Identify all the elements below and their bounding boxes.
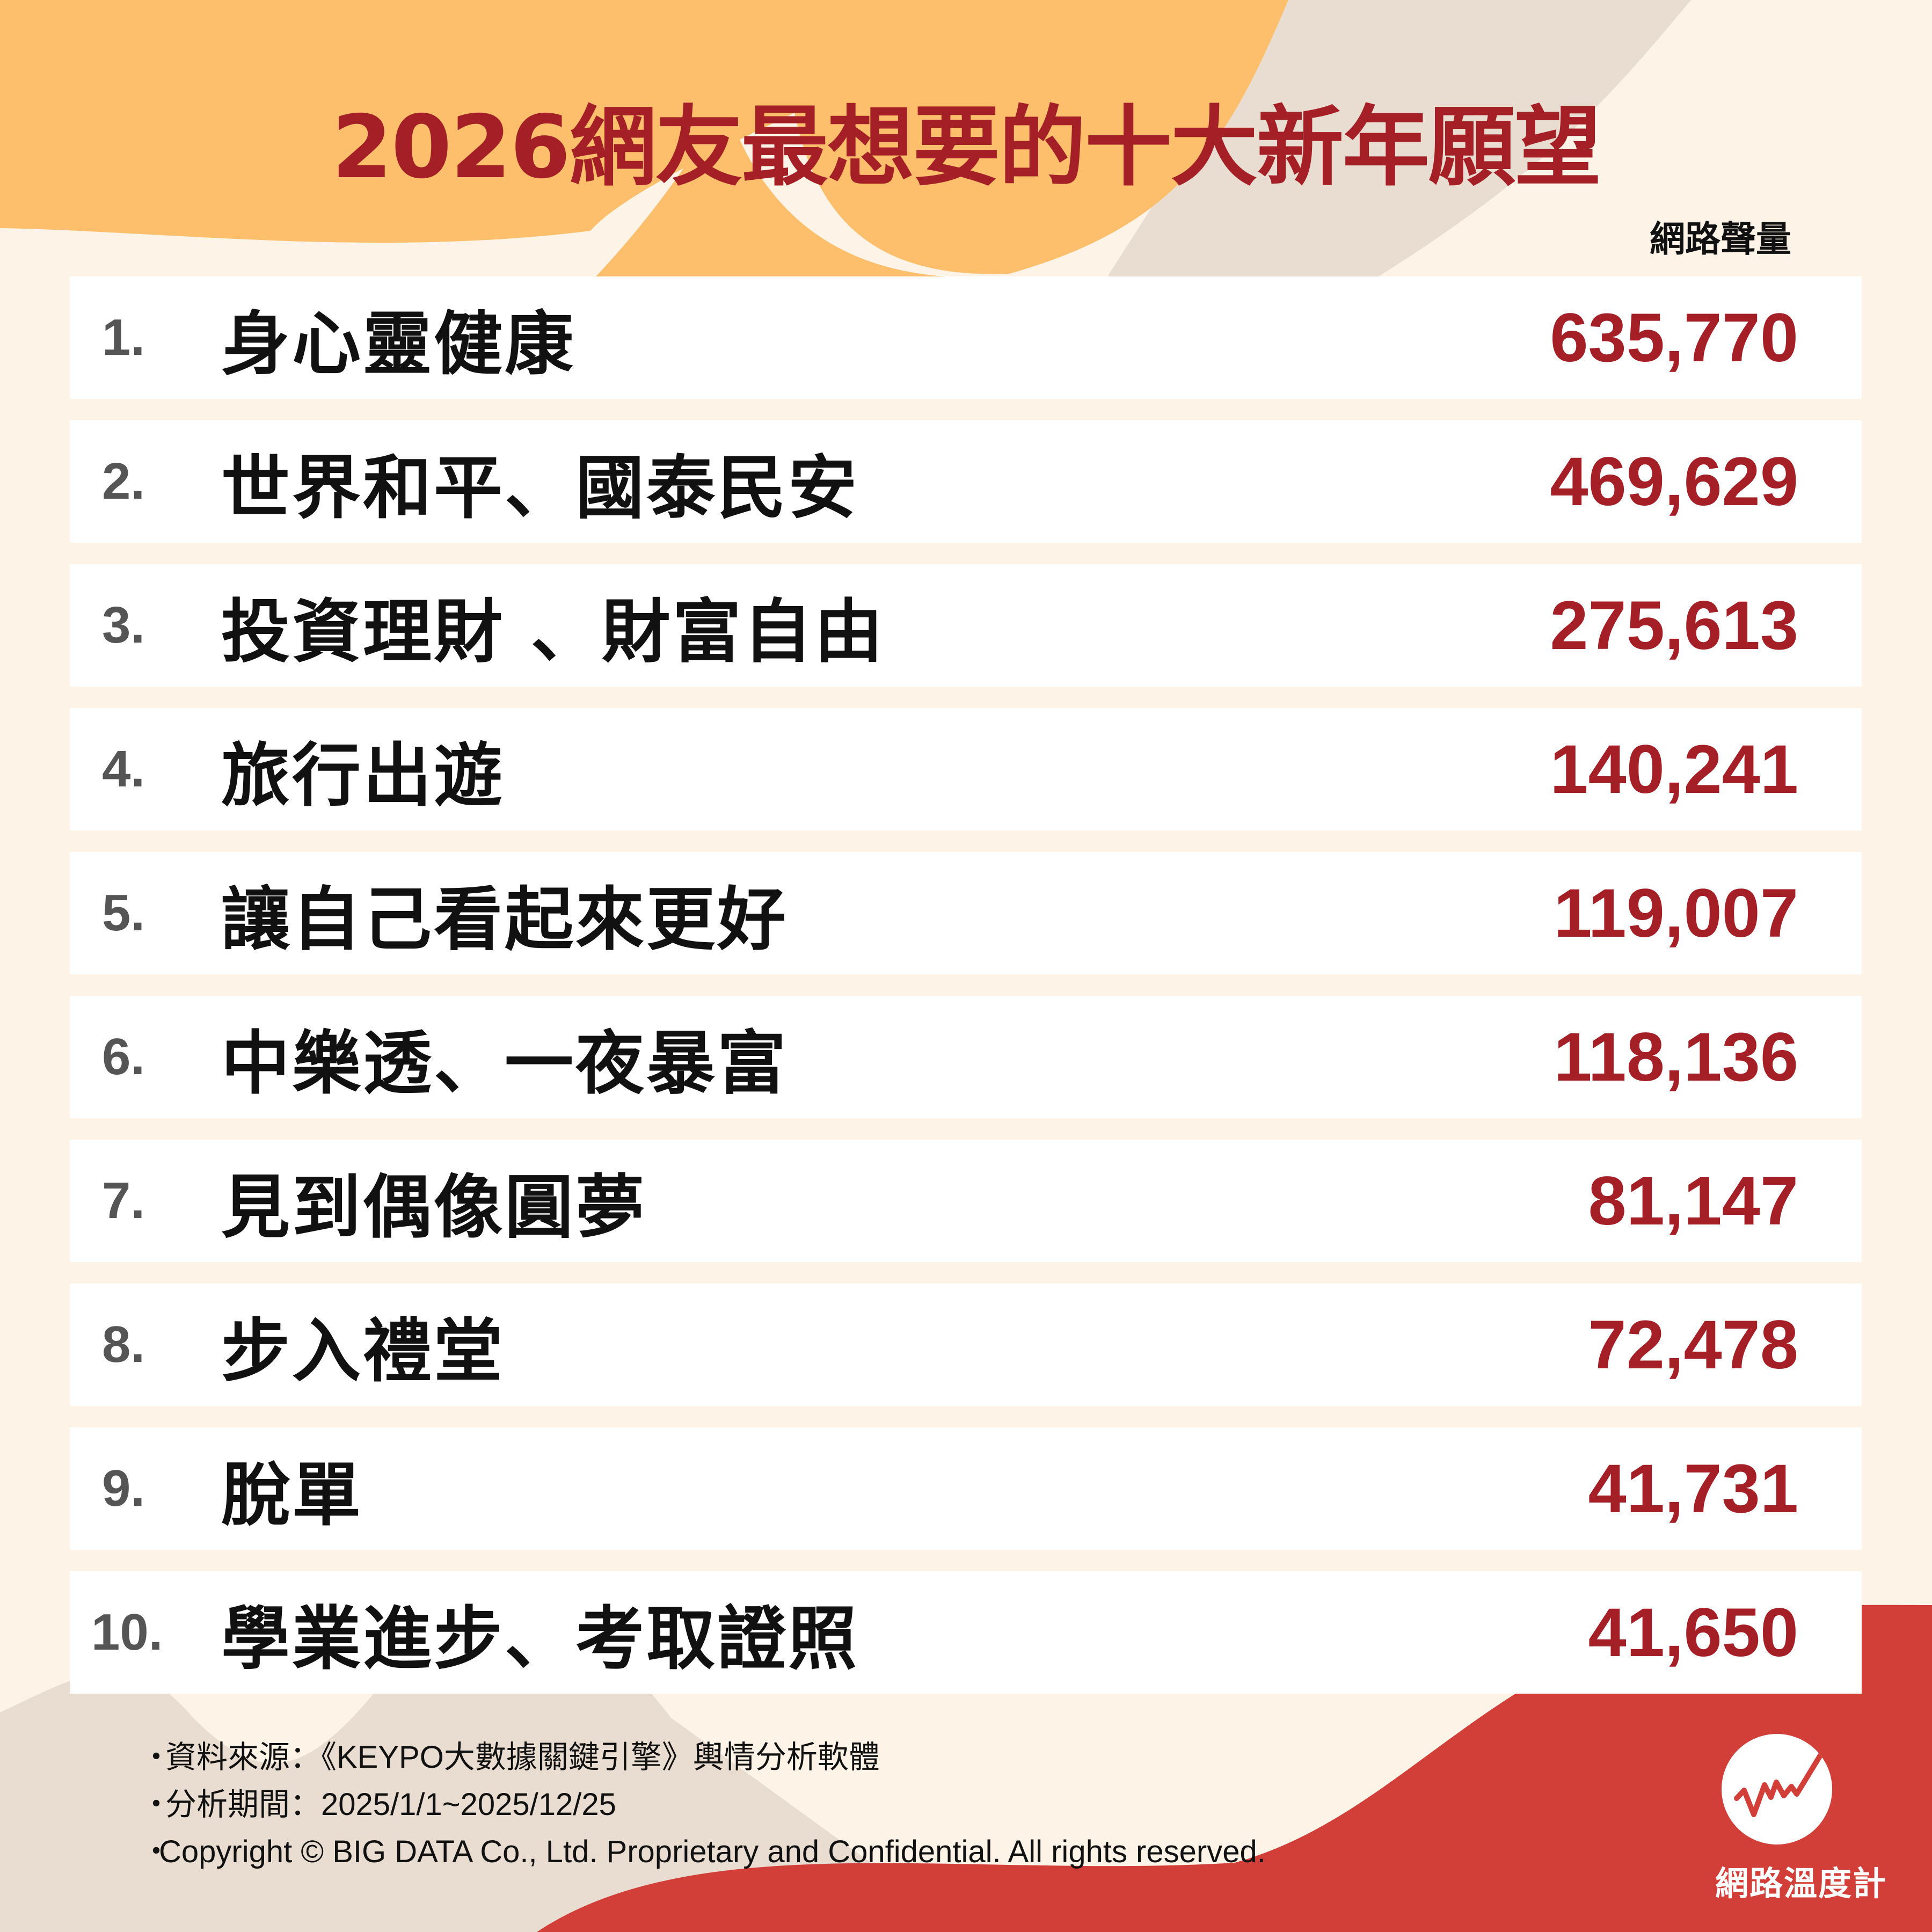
rank-number: 2.	[102, 453, 145, 510]
period-text: 分析期間：2025/1/1~2025/12/25	[165, 1787, 616, 1822]
ranking-row-5: 5. 讓自己看起來更好 119,007	[70, 852, 1862, 974]
volume-value: 635,770	[1550, 299, 1798, 376]
footer-notes: ・資料來源：《KEYPO大數據關鍵引擎》輿情分析軟體 ・分析期間：2025/1/…	[141, 1734, 1266, 1876]
rank-number: 3.	[102, 596, 145, 654]
orange-shape-top	[0, 0, 1288, 274]
wish-label: 步入禮堂	[221, 1311, 505, 1391]
wish-label: 身心靈健康	[221, 304, 576, 384]
rank-number: 8.	[102, 1316, 145, 1373]
bullet: ・	[141, 1834, 172, 1869]
bullet: ・	[141, 1740, 172, 1775]
source-text: 資料來源：《KEYPO大數據關鍵引擎》輿情分析軟體	[165, 1740, 880, 1775]
wish-label: 見到偶像圓夢	[221, 1167, 647, 1248]
rank-number: 10.	[91, 1603, 163, 1661]
rank-number: 7.	[102, 1172, 145, 1229]
volume-value: 275,613	[1550, 587, 1798, 664]
rank-number: 1.	[102, 309, 145, 366]
ranking-row-4: 4. 旅行出遊 140,241	[70, 708, 1862, 830]
wish-label: 脫單	[221, 1455, 363, 1535]
orange-lobe	[596, 102, 945, 276]
volume-value: 469,629	[1550, 443, 1798, 520]
rank-number: 5.	[102, 884, 145, 942]
volume-value: 41,731	[1588, 1450, 1799, 1527]
ranking-row-3: 3. 投資理財 、財富自由 275,613	[70, 564, 1862, 687]
period-note: ・分析期間：2025/1/1~2025/12/25	[141, 1781, 1266, 1828]
volume-value: 119,007	[1554, 874, 1798, 952]
ranking-row-2: 2. 世界和平、國泰民安 469,629	[70, 420, 1862, 543]
wish-label: 旅行出遊	[221, 735, 505, 816]
bullet: ・	[141, 1787, 172, 1822]
copyright-text: Copyright © BIG DATA Co., Ltd. Proprieta…	[159, 1834, 1266, 1869]
rank-number: 4.	[102, 740, 145, 798]
ranking-row-10: 10. 學業進步、考取證照 41,650	[70, 1571, 1862, 1694]
beige-hill-bottom	[0, 1622, 966, 1932]
volume-value: 140,241	[1550, 731, 1798, 808]
ranking-row-6: 6. 中樂透、一夜暴富 118,136	[70, 996, 1862, 1118]
wish-label: 世界和平、國泰民安	[221, 448, 859, 528]
volume-value: 72,478	[1588, 1306, 1799, 1383]
source-note: ・資料來源：《KEYPO大數據關鍵引擎》輿情分析軟體	[141, 1734, 1266, 1781]
trend-line-icon	[1722, 1734, 1832, 1844]
copyright-note: ・Copyright © BIG DATA Co., Ltd. Propriet…	[141, 1828, 1266, 1876]
ranking-row-9: 9. 脫單 41,731	[70, 1427, 1862, 1550]
brand-logo: 網路溫度計	[1715, 1734, 1887, 1905]
rank-number: 6.	[102, 1028, 145, 1085]
rank-number: 9.	[102, 1460, 145, 1517]
wish-label: 投資理財 、財富自由	[221, 592, 885, 672]
volume-value: 81,147	[1588, 1162, 1799, 1240]
wish-label: 學業進步、考取證照	[221, 1599, 859, 1679]
ranking-list: 1. 身心靈健康 635,770 2. 世界和平、國泰民安 469,629 3.…	[70, 276, 1862, 1715]
volume-value: 118,136	[1554, 1018, 1798, 1096]
ranking-row-1: 1. 身心靈健康 635,770	[70, 276, 1862, 399]
column-label-volume: 網路聲量	[1650, 218, 1791, 260]
wish-label: 讓自己看起來更好	[221, 879, 789, 960]
ranking-row-7: 7. 見到偶像圓夢 81,147	[70, 1140, 1862, 1262]
wish-label: 中樂透、一夜暴富	[221, 1023, 789, 1104]
brand-name: 網路溫度計	[1715, 1864, 1887, 1903]
page-title: 2026網友最想要的十大新年願望	[332, 97, 1601, 198]
ranking-row-8: 8. 步入禮堂 72,478	[70, 1284, 1862, 1406]
volume-value: 41,650	[1588, 1594, 1799, 1671]
